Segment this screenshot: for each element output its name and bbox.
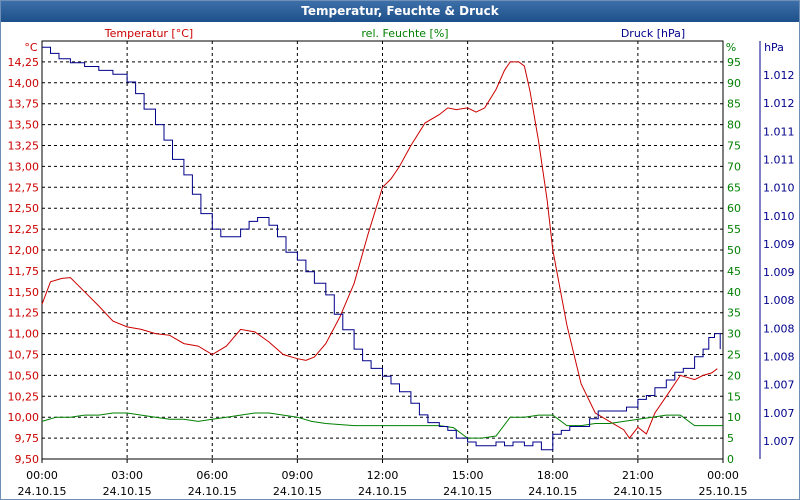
temperature-tick-label: 10,25 <box>8 390 40 403</box>
temperature-tick-label: 9,75 <box>15 432 40 445</box>
x-tick-date-label: 24.10.15 <box>613 485 662 498</box>
window-title: Temperatur, Feuchte & Druck <box>1 1 799 22</box>
pressure-tick-label: 1.011 <box>763 125 795 138</box>
humidity-tick-label: 5 <box>727 432 734 445</box>
temperature-tick-label: 14,25 <box>8 56 40 69</box>
x-tick-time-label: 15:00 <box>452 469 484 482</box>
x-tick-date-label: 24.10.15 <box>273 485 322 498</box>
x-tick-time-label: 00:00 <box>26 469 58 482</box>
pressure-tick-label: 1.012 <box>763 97 795 110</box>
pressure-tick-label: 1.012 <box>763 69 795 82</box>
humidity-tick-label: 35 <box>727 307 741 320</box>
pressure-unit-label: hPa <box>764 41 784 54</box>
pressure-axis-title: Druck [hPa] <box>621 27 685 40</box>
pressure-tick-label: 1.008 <box>763 351 795 364</box>
x-tick-date-label: 24.10.15 <box>528 485 577 498</box>
temperature-tick-label: 12,25 <box>8 223 40 236</box>
x-tick-time-label: 09:00 <box>282 469 314 482</box>
x-tick-date-label: 24.10.15 <box>443 485 492 498</box>
temperature-tick-label: 13,25 <box>8 140 40 153</box>
humidity-series-line <box>41 412 723 439</box>
humidity-tick-label: 25 <box>727 349 741 362</box>
temperature-tick-label: 12,50 <box>8 202 40 215</box>
temperature-tick-label: 13,00 <box>8 160 40 173</box>
temperature-tick-label: 13,50 <box>8 119 40 132</box>
temperature-tick-label: 11,50 <box>8 286 40 299</box>
pressure-tick-label: 1.011 <box>763 153 795 166</box>
humidity-unit-label: % <box>726 41 736 54</box>
humidity-tick-label: 65 <box>727 181 741 194</box>
x-tick-time-label: 18:00 <box>537 469 569 482</box>
humidity-tick-label: 85 <box>727 98 741 111</box>
temperature-series-line <box>41 61 718 439</box>
humidity-tick-label: 75 <box>727 140 741 153</box>
pressure-tick-label: 1.009 <box>763 266 795 279</box>
humidity-tick-label: 50 <box>727 244 741 257</box>
humidity-tick-label: 90 <box>727 77 741 90</box>
temperature-tick-label: 10,75 <box>8 349 40 362</box>
pressure-tick-label: 1.008 <box>763 322 795 335</box>
humidity-tick-label: 70 <box>727 160 741 173</box>
x-tick-time-label: 06:00 <box>196 469 228 482</box>
temperature-unit-label: °C <box>24 41 38 54</box>
temperature-tick-label: 11,75 <box>8 265 40 278</box>
x-tick-time-label: 12:00 <box>367 469 399 482</box>
humidity-tick-label: 55 <box>727 223 741 236</box>
pressure-tick-label: 1.007 <box>763 435 795 448</box>
temperature-tick-label: 11,25 <box>8 307 40 320</box>
x-tick-date-label: 24.10.15 <box>18 485 67 498</box>
temperature-tick-label: 12,00 <box>8 244 40 257</box>
x-tick-date-label: 25.10.15 <box>699 485 748 498</box>
x-tick-date-label: 24.10.15 <box>358 485 407 498</box>
x-tick-date-label: 24.10.15 <box>188 485 237 498</box>
x-tick-time-label: 21:00 <box>622 469 654 482</box>
x-tick-time-label: 03:00 <box>111 469 143 482</box>
temperature-tick-label: 14,00 <box>8 77 40 90</box>
x-tick-time-label: 00:00 <box>707 469 739 482</box>
pressure-tick-label: 1.009 <box>763 238 795 251</box>
x-tick-date-label: 24.10.15 <box>103 485 152 498</box>
pressure-tick-label: 1.010 <box>763 182 795 195</box>
pressure-tick-label: 1.008 <box>763 294 795 307</box>
humidity-tick-label: 60 <box>727 202 741 215</box>
temperature-tick-label: 13,75 <box>8 98 40 111</box>
humidity-tick-label: 40 <box>727 286 741 299</box>
humidity-tick-label: 95 <box>727 56 741 69</box>
humidity-tick-label: 10 <box>727 411 741 424</box>
pressure-tick-label: 1.007 <box>763 379 795 392</box>
humidity-axis-title: rel. Feuchte [%] <box>361 27 448 40</box>
temperature-tick-label: 9,50 <box>15 453 40 466</box>
humidity-tick-label: 30 <box>727 328 741 341</box>
pressure-series-line <box>42 46 721 451</box>
humidity-tick-label: 80 <box>727 119 741 132</box>
temperature-tick-label: 12,75 <box>8 181 40 194</box>
temperature-tick-label: 10,00 <box>8 411 40 424</box>
pressure-tick-label: 1.010 <box>763 210 795 223</box>
humidity-tick-label: 45 <box>727 265 741 278</box>
pressure-tick-label: 1.007 <box>763 407 795 420</box>
humidity-tick-label: 20 <box>727 369 741 382</box>
temperature-tick-label: 11,00 <box>8 328 40 341</box>
temperature-axis-title: Temperatur [°C] <box>104 27 193 40</box>
temperature-tick-label: 10,50 <box>8 369 40 382</box>
humidity-tick-label: 15 <box>727 390 741 403</box>
humidity-tick-label: 0 <box>727 453 734 466</box>
